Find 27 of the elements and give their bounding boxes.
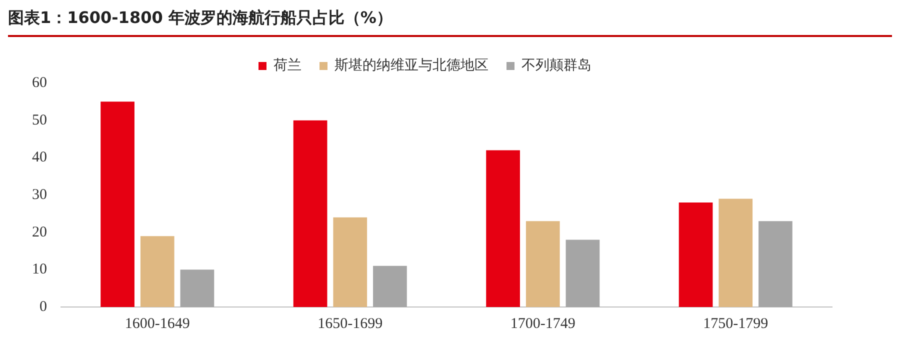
bar [486, 150, 520, 307]
y-tick-label: 60 [32, 74, 47, 91]
bar [140, 236, 174, 307]
bar [566, 240, 600, 307]
bar [758, 221, 792, 307]
y-tick-label: 0 [40, 298, 47, 315]
x-tick-label: 1750-1799 [703, 316, 768, 332]
legend-label: 不列颠群岛 [522, 58, 592, 74]
bar [333, 217, 368, 307]
bar [373, 266, 407, 307]
bar [180, 270, 214, 307]
legend-label: 斯堪的纳维亚与北德地区 [334, 58, 488, 74]
y-tick-label: 20 [32, 224, 47, 240]
y-tick-label: 40 [32, 150, 47, 166]
y-tick-label: 30 [32, 186, 47, 203]
bar [293, 120, 328, 307]
bar [718, 198, 753, 307]
legend-label: 荷兰 [274, 58, 302, 74]
bar [678, 202, 713, 307]
chart-title: 图表1：1600-1800 年波罗的海航行船只占比（%） [8, 8, 892, 37]
y-tick-label: 10 [32, 262, 47, 278]
y-tick-label: 50 [32, 112, 47, 128]
x-tick-label: 1700-1749 [510, 316, 576, 332]
bar [526, 221, 560, 307]
bar [100, 102, 134, 307]
x-tick-label: 1600-1649 [124, 316, 190, 332]
x-tick-label: 1650-1699 [318, 316, 383, 332]
